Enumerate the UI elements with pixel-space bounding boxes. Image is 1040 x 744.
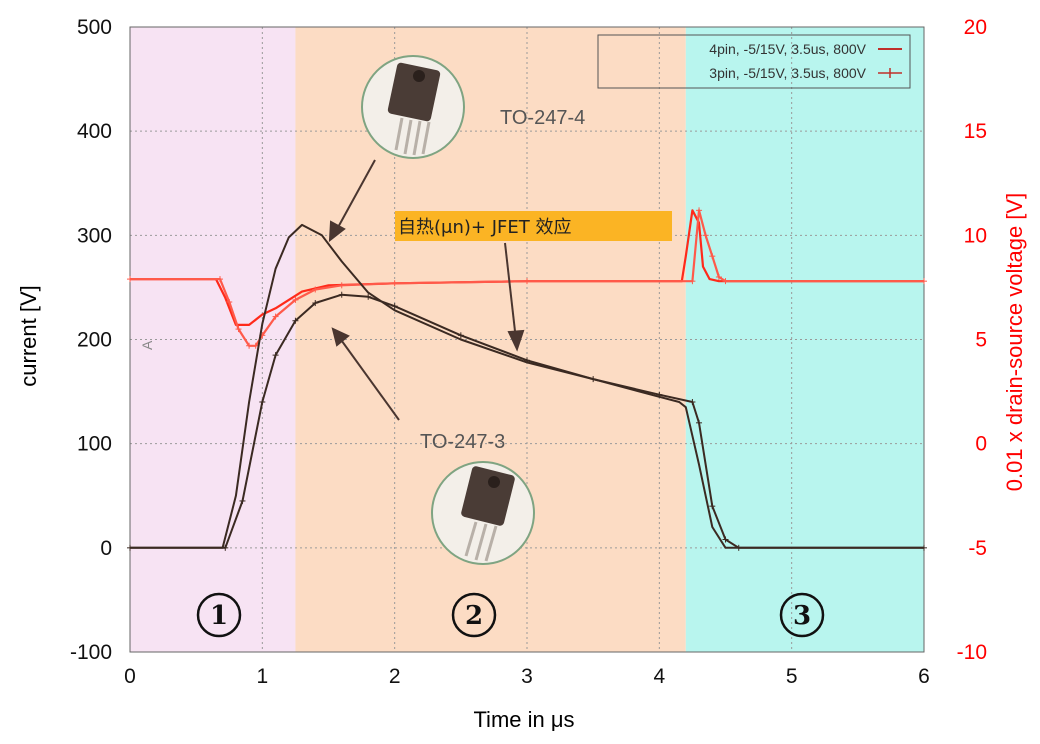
series-point-1 <box>391 280 398 287</box>
series-point-1 <box>709 253 716 260</box>
region-number-2: 2 <box>451 592 497 638</box>
y-tick-label: 200 <box>77 329 112 352</box>
x-tick-label: 2 <box>389 665 401 688</box>
x-tick-label: 0 <box>124 665 136 688</box>
series-point-1 <box>235 326 242 333</box>
svg-text:2: 2 <box>465 601 483 631</box>
package-image-to247-4 <box>361 55 465 159</box>
y2-tick-label: 15 <box>964 120 987 143</box>
y-tick-label: -100 <box>70 641 112 664</box>
x-axis-title: Time in μs <box>473 707 574 732</box>
y2-tick-label: -10 <box>957 641 987 664</box>
svg-text:1: 1 <box>210 601 228 631</box>
x-tick-label: 6 <box>918 665 930 688</box>
y-tick-label: 100 <box>77 433 112 456</box>
x-tick-label: 3 <box>521 665 533 688</box>
marker-a: A <box>139 340 155 350</box>
region-number-1: 1 <box>196 592 242 638</box>
series-point-3 <box>656 391 663 398</box>
y2-tick-label: 5 <box>975 329 987 352</box>
series-point-3 <box>259 399 266 405</box>
series-layer <box>127 207 927 551</box>
series-point-1 <box>246 342 253 349</box>
series-point-3 <box>272 352 279 359</box>
series-point-3 <box>127 544 133 551</box>
series-point-3 <box>709 503 716 510</box>
series-line-1 <box>130 209 924 347</box>
y2-tick-label: 10 <box>964 224 987 247</box>
series-point-3 <box>457 332 464 339</box>
callout-box: 自热(μn)+ JFET 效应 <box>395 211 672 241</box>
series-point-1 <box>702 232 709 239</box>
series-point-1 <box>226 299 233 305</box>
x-tick-label: 4 <box>653 665 665 688</box>
tick-labels: 0 1 2 3 4 5 6 -100 0 100 200 300 400 500 -10 -5 0 5 10 15 20 <box>70 16 987 688</box>
y-tick-label: 0 <box>100 537 112 560</box>
y-axis-title: current [V] <box>16 285 41 386</box>
series-point-3 <box>524 357 530 364</box>
series-point-3 <box>722 536 729 543</box>
series-point-1 <box>292 296 299 303</box>
plot-frame <box>129 26 925 653</box>
series-point-1 <box>272 313 279 320</box>
arrows <box>328 159 525 421</box>
package-image-to247-3 <box>431 461 535 565</box>
series-point-1 <box>715 274 722 280</box>
series-point-1 <box>127 276 133 283</box>
y2-tick-label: 20 <box>964 16 987 39</box>
series-point-1 <box>312 286 319 293</box>
series-point-3 <box>239 497 246 504</box>
arrow-to247-4 <box>335 159 376 232</box>
series-point-3 <box>921 544 927 551</box>
legend-label-4pin: 4pin, -5/15V, 3.5us, 800V <box>709 41 866 57</box>
series-point-3 <box>735 544 742 551</box>
svg-text:3: 3 <box>793 601 811 631</box>
x-tick-label: 1 <box>256 665 268 688</box>
arrow-jfet <box>504 242 517 341</box>
series-point-3 <box>312 300 319 307</box>
series-point-1 <box>696 207 703 214</box>
plot-border <box>129 26 925 653</box>
series-point-1 <box>524 278 530 285</box>
series-point-1 <box>338 282 345 289</box>
series-point-3 <box>689 399 696 405</box>
region-number-3: 3 <box>779 592 825 638</box>
y2-tick-label: 0 <box>975 433 987 456</box>
series-point-3 <box>292 317 299 324</box>
series-point-3 <box>391 303 398 310</box>
label-to247-4: TO-247-4 <box>500 107 585 129</box>
series-point-3 <box>338 291 345 298</box>
series-point-3 <box>696 419 703 426</box>
y-tick-label: 500 <box>77 16 112 39</box>
series-point-1 <box>722 278 729 285</box>
legend-label-3pin: 3pin, -5/15V, 3.5us, 800V <box>709 65 866 81</box>
y-tick-label: 300 <box>77 224 112 247</box>
series-line-3 <box>130 293 924 549</box>
series-point-3 <box>365 293 372 300</box>
series-point-1 <box>216 276 223 283</box>
series-point-3 <box>590 376 597 383</box>
legend: 4pin, -5/15V, 3.5us, 800V 3pin, -5/15V, … <box>597 34 911 89</box>
legend-swatch-3pin <box>878 68 902 78</box>
series-point-1 <box>921 278 927 285</box>
y-tick-label: 400 <box>77 120 112 143</box>
series-point-1 <box>689 278 696 285</box>
y2-tick-label: -5 <box>968 537 987 560</box>
series-point-3 <box>222 544 229 551</box>
label-to247-3: TO-247-3 <box>420 431 505 453</box>
x-tick-label: 5 <box>786 665 798 688</box>
arrow-to247-3 <box>338 336 400 421</box>
callout-text: 自热(μn)+ JFET 效应 <box>398 217 571 238</box>
y2-axis-title: 0.01 x drain-source voltage [V] <box>1002 193 1027 491</box>
